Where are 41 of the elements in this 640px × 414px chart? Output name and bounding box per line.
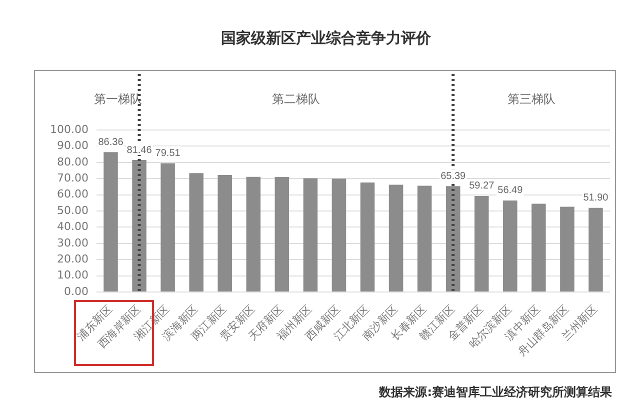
text: 第三梯队 [508,92,556,106]
y-tick-label: 80.00 [56,155,88,168]
bar [446,186,460,292]
bar [160,163,175,292]
text: 第二梯队 [272,92,320,106]
bar [560,206,574,292]
y-tick-label: 90.00 [56,139,88,152]
bar [189,173,204,292]
bar [532,204,546,292]
y-tick-label: 20.00 [56,252,88,266]
bar [218,175,232,292]
bar [132,160,146,292]
bar [303,178,318,292]
y-tick-label: 0.00 [64,284,88,298]
bar [246,176,261,292]
bar [332,178,346,292]
data-label: 79.51 [155,148,181,159]
data-label: 81.46 [126,144,152,156]
y-tick-label: 100.00 [50,122,88,136]
text: 第一梯队 [94,92,142,106]
bar [417,186,432,292]
y-tick-label: 30.00 [56,236,88,250]
data-label: 56.49 [498,185,524,196]
bar [503,200,518,292]
data-label: 65.39 [440,170,466,182]
y-tick-label: 10.00 [56,268,88,282]
data-label: 59.27 [469,180,495,192]
bar [388,184,404,292]
chart-title: 国家级新区产业综合竞争力评价 [221,28,432,47]
bar [360,182,375,292]
y-tick-label: 70.00 [56,171,88,184]
bar [104,152,118,292]
y-tick-label: 40.00 [56,220,88,234]
y-tick-label: 50.00 [56,204,88,217]
source-note: 数据来源:赛迪智库工业经济研究所测算结果 [378,385,613,400]
y-tick-label: 60.00 [56,188,88,201]
bar [474,196,489,292]
data-label: 51.90 [583,192,609,204]
bar [274,176,290,292]
bar [588,208,603,292]
data-label: 86.36 [98,136,124,148]
